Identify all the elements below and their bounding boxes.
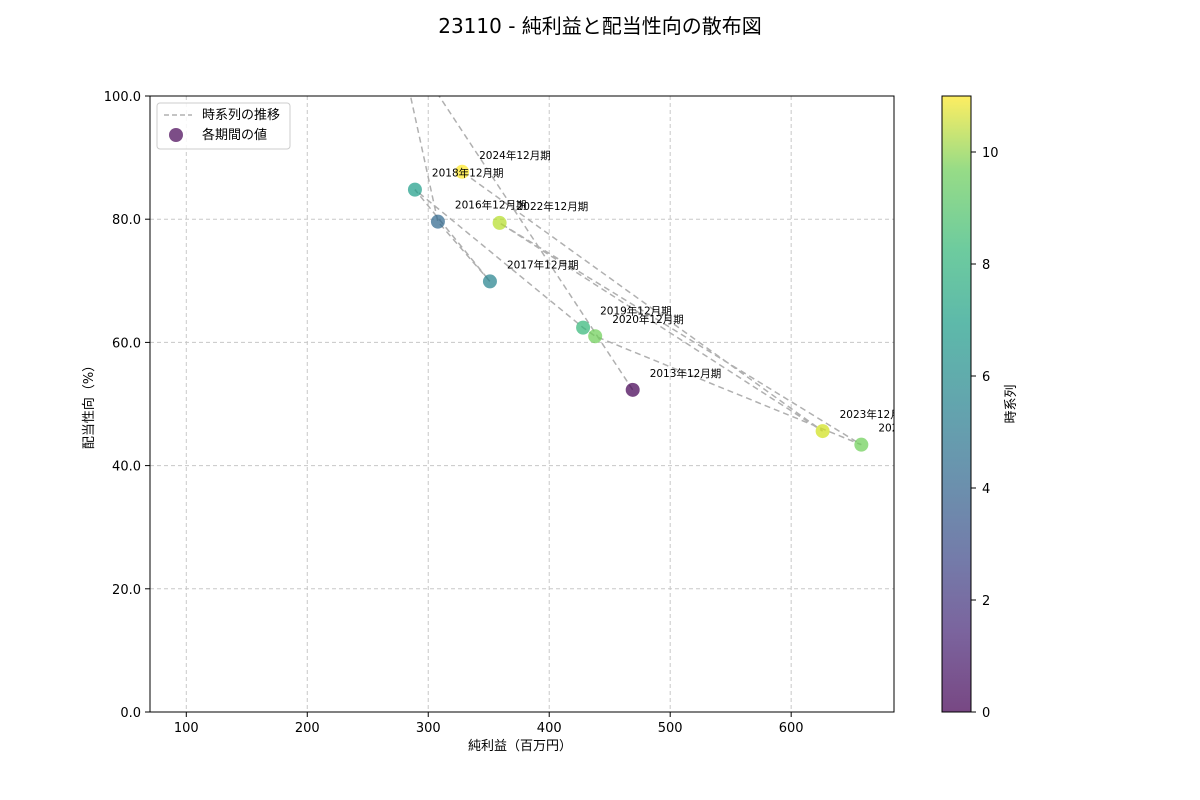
y-axis-label: 配当性向（%） (81, 359, 97, 449)
y-tick-label: 0.0 (120, 706, 141, 721)
legend-entry-line: 時系列の推移 (202, 108, 280, 123)
series-layer: 2013年12月期2014年12月期2015年12月期2016年12月期2017… (387, 21, 950, 452)
data-point (407, 182, 422, 197)
x-tick-label: 200 (295, 721, 320, 736)
plot-frame (149, 95, 895, 713)
grid (150, 95, 894, 713)
y-tick-label: 60.0 (112, 336, 141, 351)
point-label: 2018年12月期 (432, 167, 504, 180)
data-point (492, 215, 507, 230)
legend-marker-swatch (169, 128, 183, 142)
data-point (387, 21, 401, 35)
colorbar-tick-label: 10 (982, 146, 999, 161)
data-point (815, 424, 830, 439)
colorbar-gradient (941, 95, 972, 713)
data-point (854, 437, 869, 452)
y-tick-label: 40.0 (112, 460, 141, 475)
y-tick-label: 20.0 (112, 583, 141, 598)
colorbar-tick-label: 8 (982, 258, 990, 273)
x-tick-label: 100 (174, 721, 199, 736)
x-tick-label: 300 (416, 721, 441, 736)
point-label: 2016年12月期 (455, 199, 527, 212)
data-point (455, 164, 470, 179)
point-label: 2013年12月期 (650, 367, 722, 380)
point-label: 2022年12月期 (517, 200, 589, 213)
x-tick-label: 600 (779, 721, 804, 736)
colorbar-tick-label: 6 (982, 370, 990, 385)
point-label: 2019年12月期 (600, 305, 672, 318)
point-label: 2017年12月期 (507, 258, 579, 271)
colorbar-tick-label: 4 (982, 482, 990, 497)
y-tick-label: 100.0 (104, 90, 141, 105)
point-label: 2024年12月期 (479, 149, 551, 162)
trajectory-line (409, 96, 862, 446)
chart-title: 23110 - 純利益と配当性向の散布図 (438, 14, 762, 38)
data-point (430, 214, 445, 229)
data-point (625, 382, 640, 397)
point-label: 2021年12月期 (878, 422, 950, 435)
data-point (576, 320, 591, 335)
data-point (482, 274, 497, 289)
colorbar-label: 時系列 (1004, 384, 1019, 423)
y-tick-label: 80.0 (112, 213, 141, 228)
colorbar-ticks: 0 2 4 6 8 10 (971, 146, 999, 721)
data-point (588, 329, 603, 344)
colorbar-tick-label: 2 (982, 594, 990, 609)
point-label: 2023年12月期 (840, 408, 912, 421)
colorbar-tick-label: 0 (982, 706, 990, 721)
x-tick-label: 500 (658, 721, 683, 736)
legend-entry-points: 各期間の値 (202, 127, 267, 143)
legend: 時系列の推移 各期間の値 (156, 102, 291, 150)
x-axis-label: 純利益（百万円） (468, 739, 572, 754)
x-tick-label: 400 (537, 721, 562, 736)
axis-ticks: 100 200 300 400 500 600 0.0 20.0 40.0 60.0 80.0 100… (104, 90, 804, 736)
point-label: 2020年12月期 (612, 313, 684, 326)
colorbar: 0 2 4 6 8 10 時系列 (941, 95, 1019, 721)
